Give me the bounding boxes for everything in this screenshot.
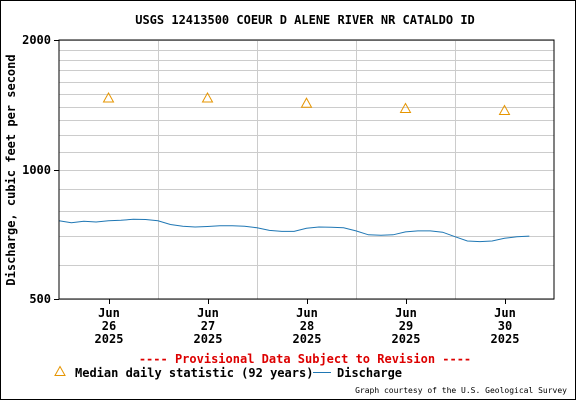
y-axis-label: Discharge, cubic feet per second: [4, 54, 18, 285]
x-tick-label: 2025: [491, 332, 520, 346]
discharge-line: [58, 218, 530, 243]
median-marker: [102, 91, 115, 103]
x-tick-label: 2025: [194, 332, 223, 346]
series: [58, 91, 530, 243]
median-marker: [498, 104, 511, 115]
x-tick-label: Jun: [494, 306, 516, 320]
usgs-credit: Graph courtesy of the U.S. Geological Su…: [355, 386, 567, 395]
y-tick-label: 2000: [22, 33, 51, 47]
legend: Median daily statistic (92 years) Discha…: [54, 365, 402, 380]
x-tick-label: 29: [399, 319, 413, 333]
legend-triangle-icon: [54, 365, 66, 376]
x-tick-label: 2025: [293, 332, 322, 346]
x-tick-label: Jun: [395, 306, 417, 320]
chart-title: USGS 12413500 COEUR D ALENE RIVER NR CAT…: [135, 13, 475, 27]
x-tick-label: 28: [300, 319, 314, 333]
median-marker: [201, 91, 214, 103]
y-tick-label: 500: [29, 292, 51, 306]
legend-discharge-label: Discharge: [337, 366, 402, 380]
legend-median-label: Median daily statistic (92 years): [75, 366, 313, 380]
x-axis-ticks: Jun262025Jun272025Jun282025Jun292025Jun3…: [95, 299, 520, 346]
x-tick-label: 2025: [95, 332, 124, 346]
x-tick-label: Jun: [98, 306, 120, 320]
provisional-notice: ---- Provisional Data Subject to Revisio…: [139, 352, 471, 366]
x-tick-label: Jun: [197, 306, 219, 320]
y-axis-ticks: 500 1000 2000: [22, 33, 59, 306]
median-marker: [399, 102, 412, 113]
x-tick-label: Jun: [296, 306, 318, 320]
median-marker: [300, 97, 313, 108]
x-tick-label: 26: [102, 319, 116, 333]
grid: [59, 40, 554, 300]
plot-area-border: [58, 39, 555, 300]
x-tick-label: 30: [498, 319, 512, 333]
x-tick-label: 27: [201, 319, 215, 333]
x-tick-label: 2025: [392, 332, 421, 346]
y-tick-label: 1000: [22, 163, 51, 177]
